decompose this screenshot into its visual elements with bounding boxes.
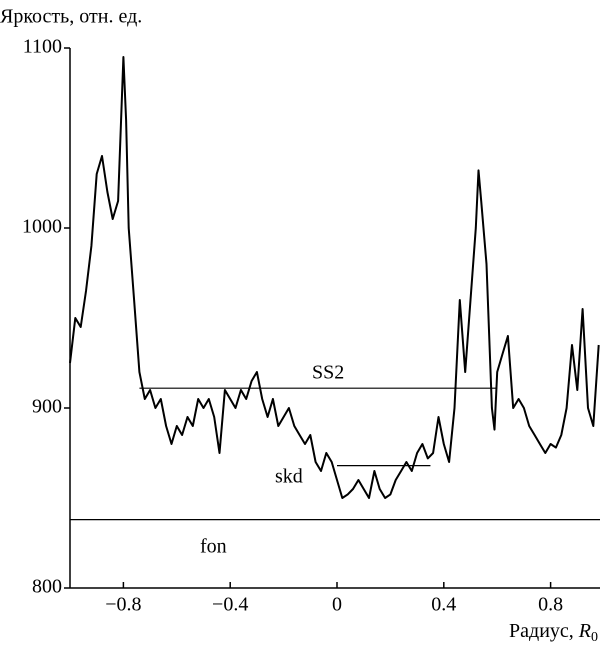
x-axis-title: Радиус, R0 [509, 620, 598, 646]
reference-label: skd [275, 466, 303, 488]
x-tick-label: −0.8 [105, 594, 141, 616]
y-tick-label: 900 [32, 396, 62, 418]
x-tick-label: 0 [332, 594, 342, 616]
x-axis-title-subscript: 0 [591, 630, 598, 645]
y-tick-label: 800 [32, 576, 62, 598]
x-tick-label: 0.4 [431, 594, 456, 616]
reference-label: SS2 [312, 362, 344, 384]
x-axis-title-text: Радиус, [509, 620, 574, 642]
y-tick-label: 1100 [23, 36, 62, 58]
y-tick-label: 1000 [22, 216, 62, 238]
data-line [69, 56, 600, 499]
x-tick-label: −0.4 [212, 594, 248, 616]
y-axis-title: Яркость, отн. ед. [0, 6, 142, 28]
x-axis-title-symbol: R [578, 620, 591, 642]
x-tick-label: 0.8 [538, 594, 563, 616]
reference-label: fon [200, 536, 227, 558]
